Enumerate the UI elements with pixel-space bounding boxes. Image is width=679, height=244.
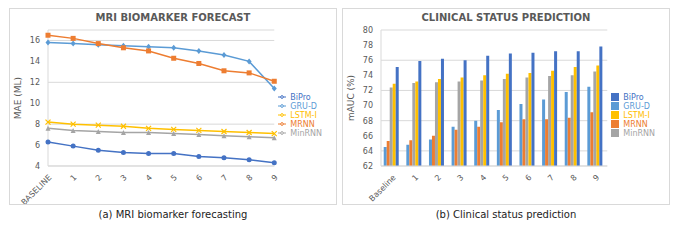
svg-text:4: 4 bbox=[478, 173, 488, 183]
html-text:GRU-D: GRU-D bbox=[290, 101, 317, 111]
html-text:(b) Clinical status prediction: (b) Clinical status prediction bbox=[435, 209, 577, 220]
svg-text:8: 8 bbox=[245, 173, 255, 183]
svg-text:66: 66 bbox=[363, 132, 373, 141]
svg-text:7: 7 bbox=[546, 173, 556, 183]
svg-text:Baseline: Baseline bbox=[367, 173, 397, 203]
svg-text:4: 4 bbox=[35, 162, 40, 171]
html-text:GRU-D: GRU-D bbox=[623, 101, 650, 111]
svg-text:6: 6 bbox=[194, 173, 204, 183]
html-text:LSTM-I: LSTM-I bbox=[623, 110, 650, 120]
svg-text:4: 4 bbox=[144, 173, 154, 183]
html-text:LSTM-I: LSTM-I bbox=[290, 110, 317, 120]
svg-text:72: 72 bbox=[363, 86, 373, 95]
svg-text:9: 9 bbox=[270, 173, 280, 183]
svg-text:5: 5 bbox=[169, 173, 179, 183]
svg-text:BASELINE: BASELINE bbox=[20, 173, 54, 204]
svg-text:10: 10 bbox=[30, 99, 40, 108]
svg-text:1: 1 bbox=[69, 173, 79, 183]
svg-text:78: 78 bbox=[363, 41, 373, 50]
svg-text:68: 68 bbox=[363, 117, 373, 126]
html-text:MRI BIOMARKER FORECAST: MRI BIOMARKER FORECAST bbox=[95, 12, 251, 23]
svg-text:16: 16 bbox=[30, 36, 40, 45]
svg-text:MAE (ML): MAE (ML) bbox=[13, 77, 23, 119]
svg-text:8: 8 bbox=[35, 120, 40, 129]
svg-text:9: 9 bbox=[591, 173, 601, 183]
svg-text:8: 8 bbox=[569, 173, 579, 183]
svg-text:mAUC (%): mAUC (%) bbox=[346, 75, 356, 121]
svg-text:12: 12 bbox=[30, 78, 40, 87]
html-text:MinRNN: MinRNN bbox=[623, 128, 655, 138]
html-text:BiPro: BiPro bbox=[290, 92, 311, 102]
svg-text:2: 2 bbox=[433, 173, 443, 183]
svg-text:64: 64 bbox=[363, 147, 373, 156]
svg-text:76: 76 bbox=[363, 56, 373, 65]
svg-text:2: 2 bbox=[94, 173, 104, 183]
html-text:MRNN: MRNN bbox=[290, 119, 315, 129]
svg-text:6: 6 bbox=[35, 141, 40, 150]
svg-text:74: 74 bbox=[363, 71, 373, 80]
svg-text:1: 1 bbox=[410, 173, 420, 183]
svg-text:3: 3 bbox=[456, 173, 466, 183]
svg-text:3: 3 bbox=[119, 173, 129, 183]
svg-text:70: 70 bbox=[363, 101, 373, 110]
html-text:(a) MRI biomarker forecasting: (a) MRI biomarker forecasting bbox=[98, 209, 248, 220]
svg-text:6: 6 bbox=[524, 173, 534, 183]
html-text:CLINICAL STATUS PREDICTION: CLINICAL STATUS PREDICTION bbox=[421, 12, 591, 23]
svg-text:80: 80 bbox=[363, 26, 373, 35]
svg-text:5: 5 bbox=[501, 173, 511, 183]
svg-text:7: 7 bbox=[219, 173, 229, 183]
html-text:MRNN: MRNN bbox=[623, 119, 648, 129]
svg-text:14: 14 bbox=[30, 57, 40, 66]
svg-text:62: 62 bbox=[363, 162, 373, 171]
html-text:MinRNN: MinRNN bbox=[290, 128, 322, 138]
html-text:BiPro: BiPro bbox=[623, 92, 644, 102]
